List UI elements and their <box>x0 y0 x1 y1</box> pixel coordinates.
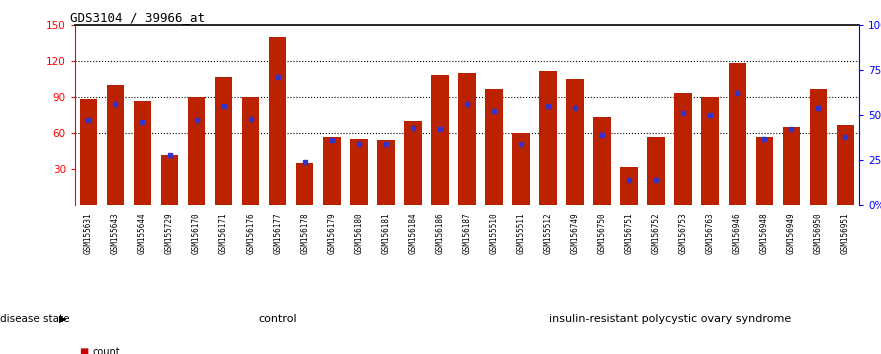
Text: GSM156170: GSM156170 <box>192 212 201 254</box>
Text: control: control <box>258 314 297 324</box>
Bar <box>215 76 233 205</box>
Text: GSM155729: GSM155729 <box>165 212 174 254</box>
Text: GSM156177: GSM156177 <box>273 212 282 254</box>
Bar <box>431 75 448 205</box>
Bar <box>350 139 367 205</box>
Text: GSM155512: GSM155512 <box>544 212 552 254</box>
Bar <box>107 85 124 205</box>
Bar <box>729 63 746 205</box>
Bar <box>675 93 692 205</box>
Text: GSM156948: GSM156948 <box>759 212 769 254</box>
Text: GSM156181: GSM156181 <box>381 212 390 254</box>
Bar <box>79 99 97 205</box>
Bar <box>810 88 827 205</box>
Bar <box>188 97 205 205</box>
Bar <box>782 127 800 205</box>
Text: GSM156946: GSM156946 <box>733 212 742 254</box>
Bar <box>539 70 557 205</box>
Text: GSM156187: GSM156187 <box>463 212 471 254</box>
Text: ■: ■ <box>79 347 88 354</box>
Bar <box>323 137 341 205</box>
Text: GSM156184: GSM156184 <box>409 212 418 254</box>
Bar <box>404 121 422 205</box>
Text: GSM156171: GSM156171 <box>219 212 228 254</box>
Text: GSM156753: GSM156753 <box>678 212 688 254</box>
Text: count: count <box>93 347 120 354</box>
Bar <box>296 163 314 205</box>
Text: insulin-resistant polycystic ovary syndrome: insulin-resistant polycystic ovary syndr… <box>549 314 791 324</box>
Text: GSM156749: GSM156749 <box>571 212 580 254</box>
Bar <box>377 140 395 205</box>
Text: GSM156176: GSM156176 <box>246 212 255 254</box>
Text: GSM156752: GSM156752 <box>652 212 661 254</box>
Bar <box>134 101 152 205</box>
Text: disease state: disease state <box>0 314 70 324</box>
Bar <box>648 137 665 205</box>
Text: GSM155643: GSM155643 <box>111 212 120 254</box>
Bar <box>701 97 719 205</box>
Text: GSM156751: GSM156751 <box>625 212 633 254</box>
Text: GSM155631: GSM155631 <box>84 212 93 254</box>
Text: GSM156951: GSM156951 <box>841 212 850 254</box>
Bar <box>458 73 476 205</box>
Text: GSM156949: GSM156949 <box>787 212 796 254</box>
Bar <box>593 118 611 205</box>
Text: GSM156179: GSM156179 <box>327 212 337 254</box>
Text: GSM155511: GSM155511 <box>516 212 525 254</box>
Bar <box>620 167 638 205</box>
Bar <box>512 133 529 205</box>
Bar <box>269 37 286 205</box>
Text: GSM155510: GSM155510 <box>490 212 499 254</box>
Bar <box>485 88 503 205</box>
Text: GSM156763: GSM156763 <box>706 212 714 254</box>
Text: GSM155644: GSM155644 <box>138 212 147 254</box>
Text: GSM156180: GSM156180 <box>354 212 363 254</box>
Bar <box>160 155 178 205</box>
Text: GSM156178: GSM156178 <box>300 212 309 254</box>
Bar <box>756 137 774 205</box>
Text: GSM156186: GSM156186 <box>435 212 444 254</box>
Bar <box>566 79 584 205</box>
Bar <box>837 125 855 205</box>
Bar <box>242 97 259 205</box>
Text: ▶: ▶ <box>58 314 66 324</box>
Text: GSM156750: GSM156750 <box>597 212 607 254</box>
Text: GSM156950: GSM156950 <box>814 212 823 254</box>
Text: GDS3104 / 39966_at: GDS3104 / 39966_at <box>70 11 205 24</box>
